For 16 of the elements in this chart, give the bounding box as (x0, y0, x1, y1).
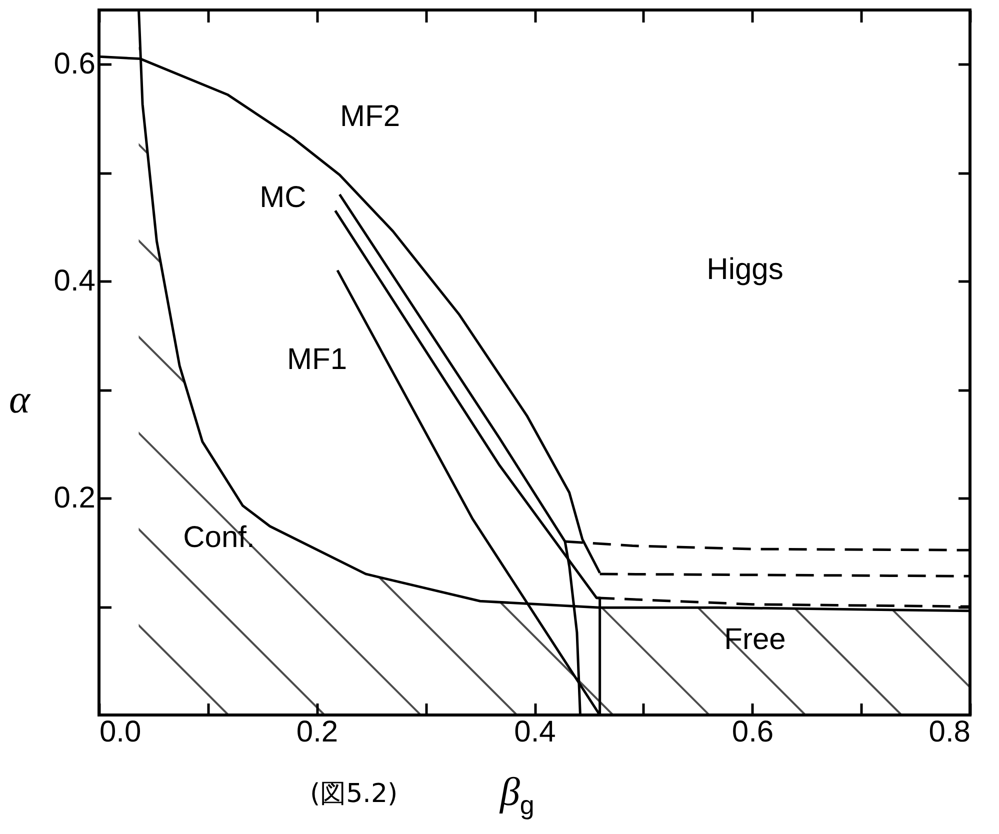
annotation: Free (724, 623, 786, 656)
annotation: MC (260, 181, 306, 214)
annotation: MF1 (287, 343, 347, 376)
y-tick-label: 0.2 (54, 482, 96, 515)
x-tick-label: 0.0 (100, 716, 142, 748)
annotation: MF2 (340, 100, 400, 133)
x-tick-label: 0.4 (514, 716, 556, 748)
y-axis-title: α (9, 376, 31, 422)
x-tick-label: 0.8 (928, 716, 970, 748)
x-tick-label: 0.2 (296, 716, 338, 748)
x-tick-label: 0.6 (732, 716, 774, 748)
y-tick-label: 0.4 (54, 264, 96, 298)
x-axis-title: β$_{g}$ (500, 769, 534, 820)
text: (図5.2) (310, 778, 398, 811)
annotation: Higgs (706, 253, 784, 286)
y-tick-label: 0.6 (54, 48, 96, 81)
